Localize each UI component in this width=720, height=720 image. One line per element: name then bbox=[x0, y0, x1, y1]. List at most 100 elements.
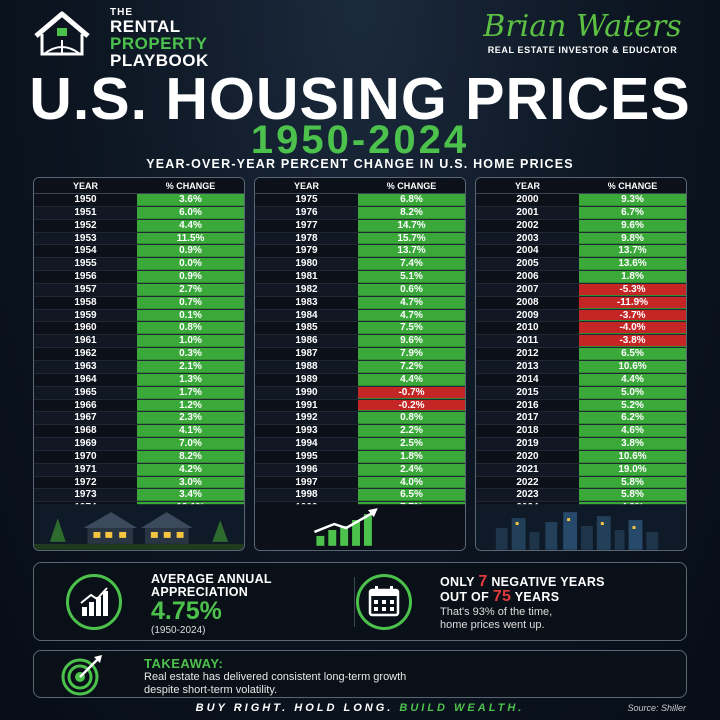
avg-range: (1950-2024) bbox=[151, 625, 206, 636]
year-cell: 1983 bbox=[255, 296, 358, 309]
takeaway-panel: TAKEAWAY: Real estate has delivered cons… bbox=[33, 650, 687, 698]
percent-change-cell: 14.7% bbox=[358, 219, 465, 232]
footer-part-2: BUILD WEALTH. bbox=[399, 702, 525, 714]
percent-change-cell: 4.1% bbox=[137, 425, 244, 438]
table-row: 2020 10.6% bbox=[476, 450, 686, 464]
author-name: Brian Waters bbox=[483, 9, 682, 44]
year-cell: 1959 bbox=[34, 309, 137, 322]
year-cell: 2014 bbox=[476, 373, 579, 386]
table-row: 1998 6.5% bbox=[255, 489, 465, 503]
year-cell: 1980 bbox=[255, 258, 358, 271]
year-cell: 1967 bbox=[34, 412, 137, 425]
table-row: 1993 2.2% bbox=[255, 425, 465, 439]
percent-change-cell: -0.2% bbox=[358, 399, 465, 412]
year-cell: 1988 bbox=[255, 360, 358, 373]
percent-change-cell: 2.7% bbox=[137, 283, 244, 296]
percent-change-cell: -0.7% bbox=[358, 386, 465, 399]
year-cell: 2022 bbox=[476, 476, 579, 489]
growth-chart-icon bbox=[255, 504, 465, 550]
percent-change-cell: 2.1% bbox=[137, 360, 244, 373]
year-cell: 1975 bbox=[255, 194, 358, 206]
year-cell: 2015 bbox=[476, 386, 579, 399]
takeaway-text: Real estate has delivered consistent lon… bbox=[144, 671, 574, 697]
percent-change-cell: 6.5% bbox=[579, 348, 686, 360]
table-row: 1971 4.2% bbox=[34, 463, 244, 477]
table-row: 1953 11.5% bbox=[34, 232, 244, 246]
year-cell: 1971 bbox=[34, 463, 137, 476]
footer-slogan: BUY RIGHT. HOLD LONG. BUILD WEALTH. bbox=[0, 702, 720, 714]
year-cell: 1962 bbox=[34, 348, 137, 360]
year-cell: 1993 bbox=[255, 425, 358, 438]
takeaway-title: TAKEAWAY: bbox=[144, 656, 224, 671]
brand-line-1: THE bbox=[110, 7, 133, 18]
percent-change-cell: 0.9% bbox=[137, 245, 244, 258]
table-body: 1950 3.6% 1951 6.0% 1952 4.4% 1953 11.5% 1954 0.9… bbox=[34, 194, 244, 516]
percent-change-cell: 7.9% bbox=[358, 348, 465, 360]
percent-change-cell: 1.0% bbox=[137, 335, 244, 348]
table-row: 2019 3.8% bbox=[476, 438, 686, 451]
year-cell: 1968 bbox=[34, 425, 137, 438]
table-body: 2000 9.3% 2001 6.7% 2002 9.6% 2003 9.8% 2004 13.7… bbox=[476, 194, 686, 516]
neg-count: 7 bbox=[478, 573, 488, 590]
table-row: 2014 4.4% bbox=[476, 373, 686, 387]
year-cell: 2013 bbox=[476, 360, 579, 373]
percent-change-cell: 0.0% bbox=[137, 258, 244, 271]
year-cell: 1992 bbox=[255, 412, 358, 425]
percent-change-cell: 3.6% bbox=[137, 194, 244, 206]
year-cell: 1997 bbox=[255, 476, 358, 489]
percent-change-cell: 4.4% bbox=[358, 373, 465, 386]
table-row: 2013 10.6% bbox=[476, 360, 686, 374]
year-cell: 1951 bbox=[34, 206, 137, 219]
percent-change-cell: -11.9% bbox=[579, 296, 686, 309]
year-cell: 1990 bbox=[255, 386, 358, 399]
table-header: YEAR % CHANGE bbox=[255, 178, 465, 194]
year-cell: 2007 bbox=[476, 283, 579, 296]
percent-change-cell: 0.9% bbox=[137, 271, 244, 283]
table-row: 1958 0.7% bbox=[34, 296, 244, 310]
year-cell: 2005 bbox=[476, 258, 579, 271]
year-cell: 1995 bbox=[255, 450, 358, 463]
percent-change-cell: 6.0% bbox=[137, 206, 244, 219]
calendar-icon bbox=[368, 586, 400, 617]
percent-change-cell: 2.5% bbox=[358, 438, 465, 450]
stats-panel: AVERAGE ANNUAL APPRECIATION 4.75% (1950-… bbox=[33, 562, 687, 641]
table-row: 1972 3.0% bbox=[34, 476, 244, 490]
table-row: 1962 0.3% bbox=[34, 348, 244, 361]
percent-change-cell: -3.7% bbox=[579, 309, 686, 322]
percent-change-cell: 5.8% bbox=[579, 476, 686, 489]
table-row: 2003 9.8% bbox=[476, 232, 686, 246]
percent-change-cell: -4.0% bbox=[579, 322, 686, 335]
percent-change-cell: 19.0% bbox=[579, 463, 686, 476]
percent-change-cell: 2.3% bbox=[137, 412, 244, 425]
houses-icon bbox=[34, 504, 244, 550]
table-row: 2018 4.6% bbox=[476, 425, 686, 439]
table-row: 1963 2.1% bbox=[34, 360, 244, 374]
year-cell: 1955 bbox=[34, 258, 137, 271]
neg-prefix: ONLY bbox=[440, 575, 475, 589]
year-cell: 1972 bbox=[34, 476, 137, 489]
table-row: 2011 -3.8% bbox=[476, 335, 686, 349]
table-row: 1976 8.2% bbox=[255, 206, 465, 220]
avg-label-2: APPRECIATION bbox=[151, 585, 249, 600]
year-cell: 2010 bbox=[476, 322, 579, 335]
brand-line-3: PROPERTY bbox=[110, 34, 208, 53]
table-row: 2012 6.5% bbox=[476, 348, 686, 361]
year-cell: 1953 bbox=[34, 232, 137, 245]
table-header: YEAR % CHANGE bbox=[34, 178, 244, 194]
table-row: 1981 5.1% bbox=[255, 271, 465, 284]
percent-change-cell: 6.7% bbox=[579, 206, 686, 219]
year-cell: 1961 bbox=[34, 335, 137, 348]
table-row: 1967 2.3% bbox=[34, 412, 244, 426]
change-column-header: % CHANGE bbox=[607, 181, 658, 191]
table-row: 1952 4.4% bbox=[34, 219, 244, 233]
table-row: 1954 0.9% bbox=[34, 245, 244, 259]
percent-change-cell: 2.2% bbox=[358, 425, 465, 438]
table-row: 2021 19.0% bbox=[476, 463, 686, 477]
table-row: 1983 4.7% bbox=[255, 296, 465, 310]
year-column-header: YEAR bbox=[72, 181, 98, 191]
year-cell: 1991 bbox=[255, 399, 358, 412]
table-row: 1955 0.0% bbox=[34, 258, 244, 272]
percent-change-cell: 4.4% bbox=[579, 373, 686, 386]
table-row: 1960 0.8% bbox=[34, 322, 244, 336]
avg-circle bbox=[66, 574, 122, 630]
